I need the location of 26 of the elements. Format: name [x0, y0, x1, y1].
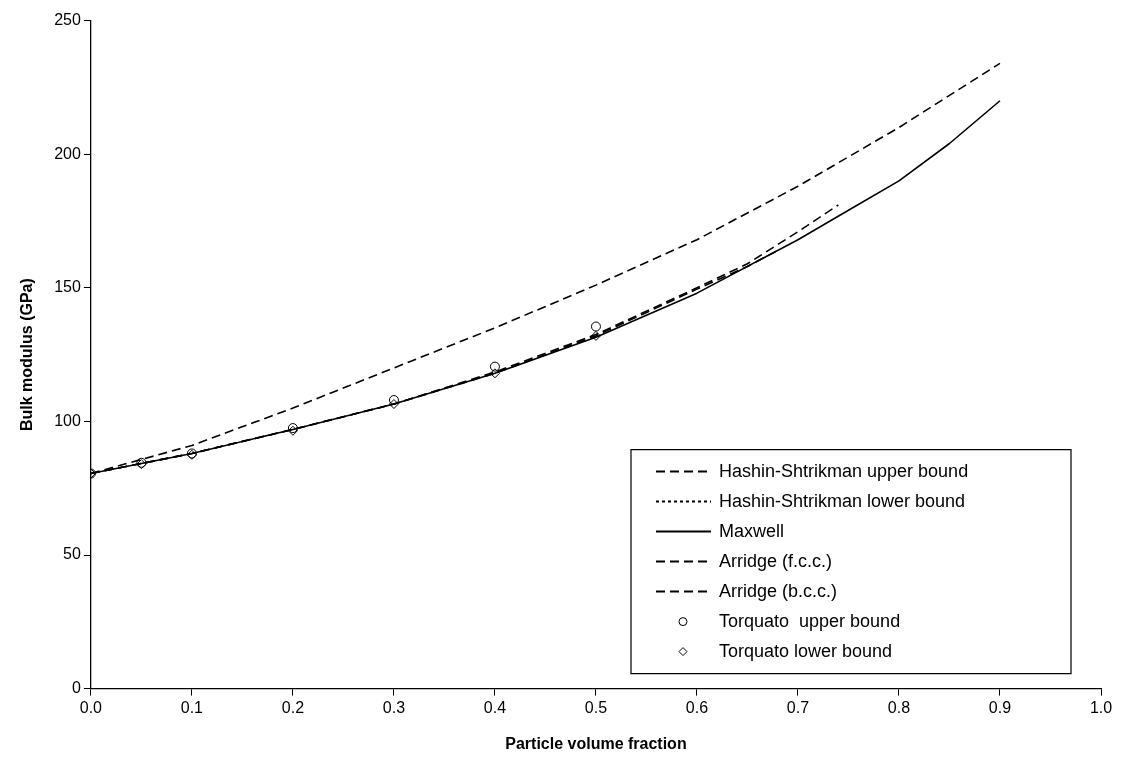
y-tick-label: 50	[63, 545, 81, 563]
y-tick-label: 200	[54, 144, 81, 162]
x-tick-label: 0.5	[584, 698, 608, 716]
x-tick-label: 0.3	[382, 698, 406, 716]
x-tick-label: 0.8	[887, 698, 911, 716]
legend-label: Torquato upper bound	[719, 610, 901, 631]
legend-label: Hashin-Shtrikman upper bound	[719, 460, 969, 481]
x-tick-label: 0.2	[281, 698, 305, 716]
x-tick-label: 0.1	[180, 698, 204, 716]
y-tick-label: 150	[54, 278, 81, 296]
x-tick-label: 0.9	[988, 698, 1012, 716]
y-tick-label: 0	[71, 679, 81, 697]
x-tick-label: 1.0	[1089, 698, 1113, 716]
legend-label: Arridge (f.c.c.)	[719, 550, 833, 571]
legend-label: Maxwell	[719, 520, 785, 541]
legend-label: Torquato lower bound	[719, 640, 893, 661]
legend-label: Hashin-Shtrikman lower bound	[719, 490, 966, 511]
x-tick-label: 0.6	[685, 698, 709, 716]
y-tick-label: 250	[54, 11, 81, 29]
legend-label: Arridge (b.c.c.)	[719, 580, 838, 601]
x-axis-title: Particle volume fraction	[505, 734, 687, 752]
x-tick-label: 0.7	[786, 698, 810, 716]
x-tick-label: 0.0	[79, 698, 103, 716]
y-tick-label: 100	[54, 411, 81, 429]
y-axis-title: Bulk modulus (GPa)	[18, 278, 36, 432]
x-tick-label: 0.4	[483, 698, 507, 716]
